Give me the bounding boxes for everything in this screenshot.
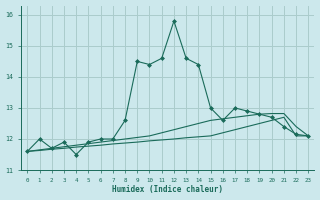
X-axis label: Humidex (Indice chaleur): Humidex (Indice chaleur)	[112, 185, 223, 194]
